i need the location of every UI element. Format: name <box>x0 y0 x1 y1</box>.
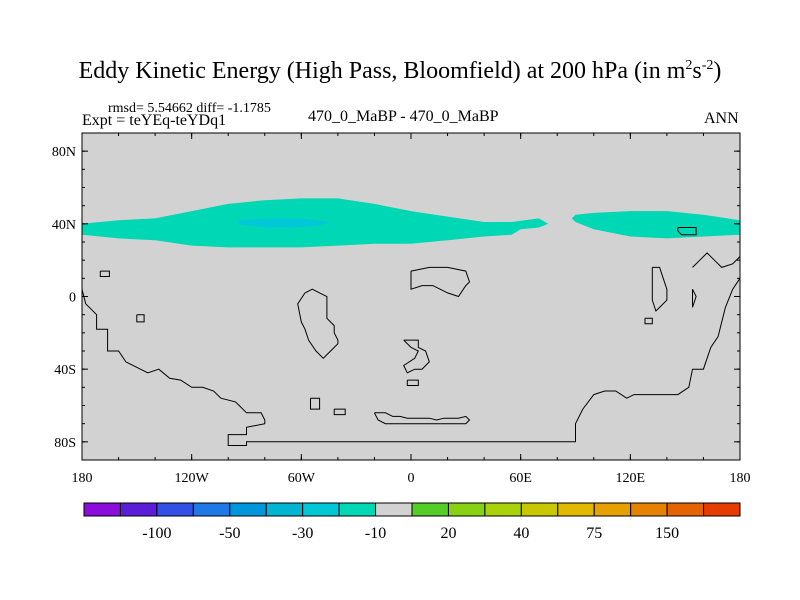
colorbar-box <box>265 502 304 517</box>
y-tick-label: 40S <box>54 363 76 378</box>
colorbar-box <box>666 502 705 517</box>
coastline-12 <box>692 252 740 268</box>
coastline-11 <box>644 317 653 325</box>
plot-background <box>82 133 740 460</box>
colorbar-box <box>192 502 231 517</box>
colorbar-label: -30 <box>292 525 313 542</box>
x-tick-label: 60E <box>509 471 532 486</box>
colorbar-label: -10 <box>365 525 386 542</box>
y-tick-label: 80S <box>54 436 76 451</box>
colorbar-box <box>703 502 741 517</box>
colorbar-label: 75 <box>586 525 602 542</box>
colorbar-box <box>484 502 522 517</box>
x-tick-label: 60W <box>288 471 316 486</box>
colorbar-box <box>375 502 413 517</box>
colorbar-box <box>593 502 632 517</box>
y-tick-label: 0 <box>69 291 76 306</box>
x-tick-label: 0 <box>408 471 415 486</box>
x-tick-label: 120W <box>175 471 210 486</box>
jet-core <box>237 218 329 228</box>
coastline-8 <box>403 339 430 374</box>
coastline-7 <box>410 266 471 298</box>
y-tick-label: 40N <box>52 218 76 233</box>
coastline-2 <box>136 314 145 323</box>
colorbar-box <box>520 502 559 517</box>
chart-title: Eddy Kinetic Energy (High Pass, Bloomfie… <box>78 58 722 84</box>
colorbar-box <box>83 502 121 517</box>
experiment-label: Expt = teYEq-teYDq1 <box>82 112 227 129</box>
x-tick-label: 120E <box>616 471 646 486</box>
colorbar-box <box>229 502 267 517</box>
colorbar-label: 150 <box>655 525 679 542</box>
colorbar-box <box>338 502 377 517</box>
coastline-5 <box>333 408 346 416</box>
case-label: 470_0_MaBP - 470_0_MaBP <box>308 108 499 125</box>
x-tick-label: 180 <box>72 471 93 486</box>
coastline-3 <box>297 288 339 360</box>
x-tick-label: 180 <box>730 471 751 486</box>
colorbar-box <box>557 502 595 517</box>
coastline-1 <box>99 270 110 277</box>
stats-label: rmsd= 5.54662 diff= -1.1785 <box>108 101 271 116</box>
colorbar-box <box>630 502 668 517</box>
coastline-9 <box>406 379 419 386</box>
colorbar-box <box>411 502 449 517</box>
y-tick-label: 80N <box>52 145 76 160</box>
season-label: ANN <box>704 110 739 127</box>
colorbar-label: -100 <box>142 525 171 542</box>
jet-band-east <box>571 211 740 239</box>
colorbar-box <box>447 502 486 517</box>
colorbar-label: 40 <box>513 525 529 542</box>
coastline-6 <box>373 412 471 425</box>
coastline-10 <box>651 266 668 312</box>
coastline-13 <box>692 288 697 308</box>
colorbar-label: -50 <box>219 525 240 542</box>
coastline-0 <box>82 278 740 446</box>
colorbar-label: 20 <box>440 525 456 542</box>
colorbar-box <box>119 502 158 517</box>
colorbar-box <box>156 502 194 517</box>
coastline-14 <box>677 227 697 236</box>
coastline-4 <box>310 397 321 410</box>
colorbar-box <box>302 502 340 517</box>
